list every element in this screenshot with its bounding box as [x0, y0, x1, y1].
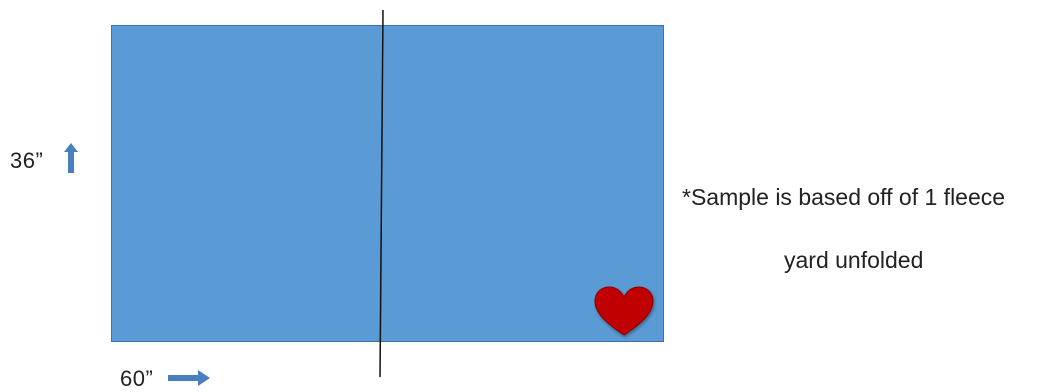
- width-label: 60”: [120, 366, 154, 391]
- heart-icon: [594, 286, 654, 336]
- fold-line-stroke: [379, 9, 384, 378]
- arrow-right-icon: [168, 370, 210, 386]
- arrow-up-icon: [64, 143, 78, 173]
- sample-note: *Sample is based off of 1 fleece yard un…: [682, 186, 1057, 272]
- height-label: 36”: [10, 148, 44, 173]
- fabric-rectangle: [111, 25, 664, 342]
- sample-note-line-1: *Sample is based off of 1 fleece: [682, 184, 1006, 210]
- heart-shape: [594, 286, 654, 336]
- sample-note-line-2: yard unfolded: [784, 247, 924, 273]
